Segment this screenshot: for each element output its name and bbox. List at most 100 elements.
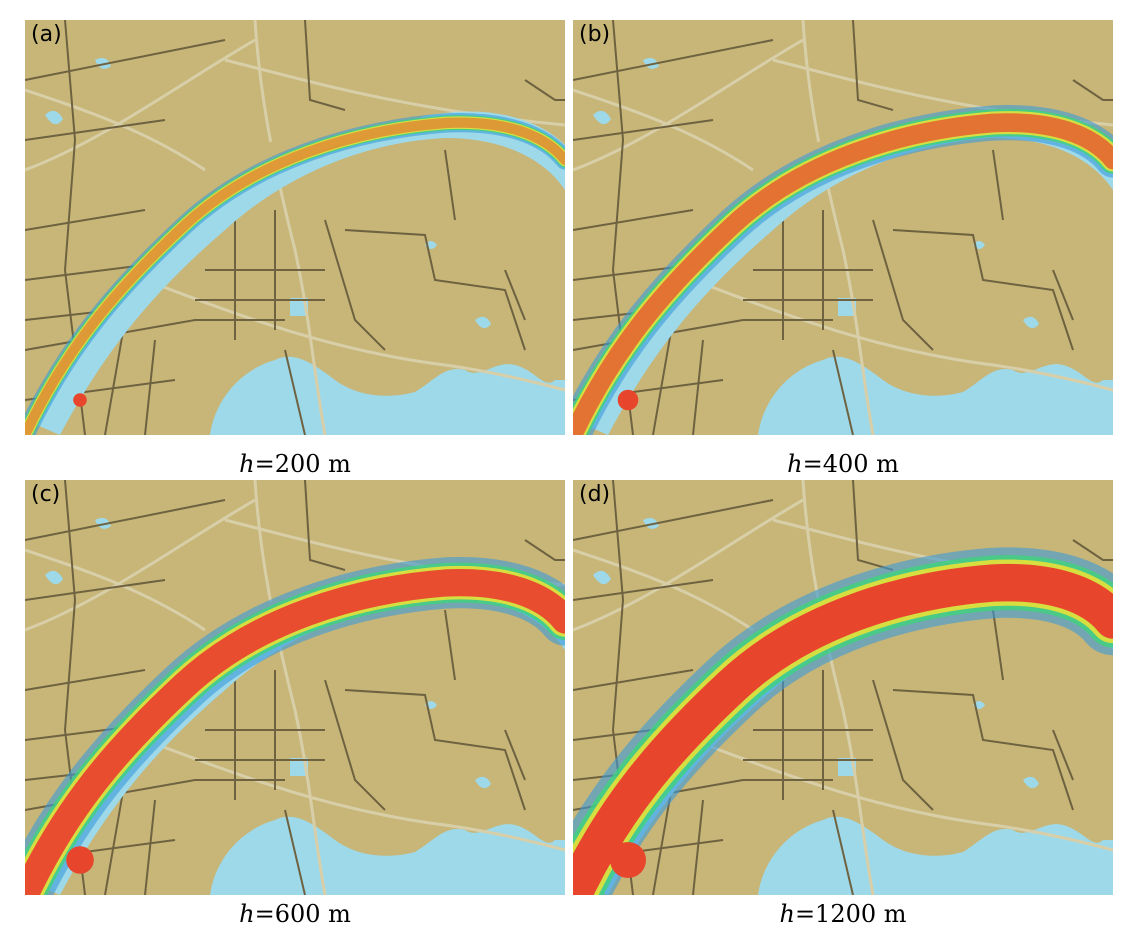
panel-label-c: (c)	[31, 482, 61, 507]
major-road	[324, 679, 386, 811]
pond	[1023, 316, 1039, 329]
major-road	[573, 579, 714, 601]
major-road	[872, 219, 934, 351]
major-road	[1072, 539, 1113, 561]
caption-b-value: =400 m	[802, 450, 899, 478]
panel-label-d: (d)	[579, 482, 611, 507]
major-road	[524, 539, 565, 561]
minor-road	[144, 738, 565, 852]
caption-c-variable: h	[239, 900, 255, 928]
caption-c-value: =600 m	[254, 900, 351, 928]
major-road	[573, 209, 694, 231]
lake	[758, 816, 1113, 895]
minor-road	[144, 278, 565, 392]
major-road	[1052, 729, 1074, 781]
caption-d: h=1200 m	[573, 902, 1113, 926]
major-road	[573, 119, 714, 141]
caption-a-variable: h	[239, 450, 255, 478]
major-road	[444, 609, 456, 681]
pond	[475, 776, 491, 789]
major-road	[872, 679, 934, 811]
minor-road	[573, 88, 754, 172]
major-road	[652, 319, 674, 435]
lake	[210, 356, 565, 435]
major-road	[25, 119, 166, 141]
minor-road	[692, 738, 1113, 852]
major-road	[892, 689, 1074, 811]
density-band-4	[573, 113, 1113, 435]
density-band-4	[25, 117, 565, 435]
major-road	[832, 809, 854, 895]
density-hotspot	[66, 846, 94, 874]
major-road	[1052, 269, 1074, 321]
major-road	[1072, 79, 1113, 101]
caption-d-variable: h	[779, 900, 795, 928]
major-road	[344, 689, 526, 811]
caption-a: h=200 m	[25, 452, 565, 476]
major-road	[692, 339, 704, 435]
lake	[210, 816, 565, 895]
major-road	[104, 779, 126, 895]
minor-road	[253, 480, 327, 895]
major-road	[25, 209, 146, 231]
major-road	[692, 799, 704, 895]
density-hotspot	[73, 393, 87, 407]
major-road	[144, 799, 156, 895]
major-road	[892, 229, 1074, 351]
density-map-a	[25, 20, 565, 435]
major-road	[25, 499, 226, 541]
minor-road	[573, 38, 804, 172]
density-hotspot	[617, 389, 639, 411]
density-band-4	[25, 569, 565, 895]
map-panel-a: (a)	[25, 20, 565, 435]
density-hotspot	[610, 842, 646, 878]
density-map-d	[573, 480, 1113, 895]
major-road	[284, 809, 306, 895]
major-road	[304, 480, 346, 571]
major-road	[324, 219, 386, 351]
density-map-c	[25, 480, 565, 895]
minor-road	[801, 20, 875, 435]
major-road	[852, 480, 894, 571]
minor-road	[25, 88, 206, 172]
minor-road	[573, 548, 754, 632]
pond	[593, 570, 611, 585]
pond	[475, 316, 491, 329]
caption-b: h=400 m	[573, 452, 1113, 476]
caption-d-value: =1200 m	[794, 900, 907, 928]
major-road	[344, 229, 526, 351]
map-panel-c: (c)	[25, 480, 565, 895]
major-road	[852, 20, 894, 111]
minor-road	[25, 548, 206, 632]
minor-road	[25, 498, 256, 632]
minor-road	[573, 498, 804, 632]
density-band-3	[25, 116, 565, 435]
major-road	[25, 579, 166, 601]
panel-label-b: (b)	[579, 22, 611, 47]
major-road	[832, 349, 854, 435]
major-road	[992, 609, 1004, 681]
pond	[45, 570, 63, 585]
major-road	[524, 79, 565, 101]
major-road	[25, 669, 146, 691]
river	[25, 111, 565, 435]
lake	[758, 356, 1113, 435]
pond	[45, 110, 63, 125]
caption-b-variable: h	[787, 450, 803, 478]
caption-c: h=600 m	[25, 902, 565, 926]
major-road	[573, 39, 774, 81]
pond	[1023, 776, 1039, 789]
minor-road	[801, 480, 875, 895]
major-road	[104, 319, 126, 435]
minor-road	[253, 20, 327, 435]
minor-road	[692, 278, 1113, 392]
major-road	[284, 349, 306, 435]
minor-road	[25, 38, 256, 172]
major-road	[573, 669, 694, 691]
major-road	[992, 149, 1004, 221]
panel-label-a: (a)	[31, 22, 62, 47]
major-road	[25, 39, 226, 81]
density-map-b	[573, 20, 1113, 435]
major-road	[444, 149, 456, 221]
density-band-4	[573, 563, 1113, 895]
